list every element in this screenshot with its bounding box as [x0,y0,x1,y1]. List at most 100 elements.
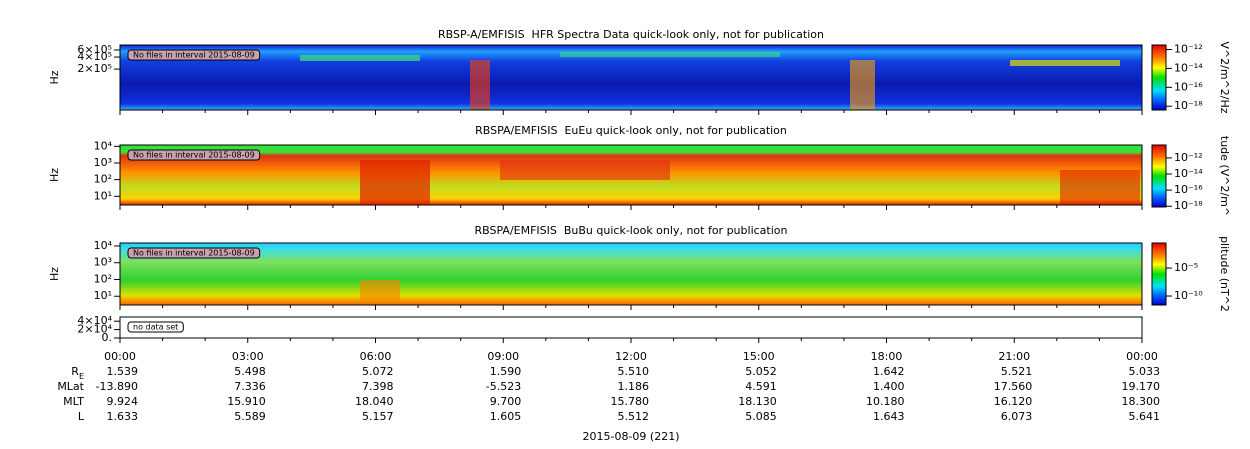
ephemeris-value: 5.072 [362,365,394,378]
ephemeris-value: 9.700 [490,395,522,408]
ephemeris-value: 5.498 [234,365,266,378]
colorbar-tick-label: 10⁻¹² [1174,43,1203,56]
spectrogram-feature [500,160,670,180]
spectrogram-images [120,45,1142,305]
ephemeris-value: 5.052 [745,365,777,378]
colorbar-tick-label: 10⁻¹⁰ [1174,289,1203,302]
ephemeris-value: 5.521 [1001,365,1033,378]
y-tick-label: 0. [102,331,113,344]
y-tick-label: 10³ [94,256,112,269]
ephemeris-label-text: R [71,365,79,378]
ephemeris-value: 5.512 [618,410,650,423]
colorbar-tick-label: 10⁻¹⁴ [1174,61,1203,74]
ephemeris-value: 1.605 [490,410,522,423]
y-tick-label: 4×10⁴ [77,314,112,327]
ephemeris-value: 5.033 [1129,365,1161,378]
panel-title: RBSPA/EMFISIS EuEu quick-look only, not … [475,124,787,137]
y-tick-label: 10¹ [94,189,112,202]
colorbar [1152,145,1166,207]
note: No files in interval 2015-08-09 [133,151,255,160]
colorbar-tick-label: 10⁻¹⁶ [1174,183,1203,196]
colorbar-tick-label: 10⁻¹⁸ [1174,199,1203,212]
ephemeris-value: 5.641 [1129,410,1161,423]
colorbar-tick-label: 10⁻¹⁴ [1174,167,1203,180]
spectrogram [120,243,1142,305]
ephemeris-value: 5.157 [362,410,394,423]
colorbar-tick-label: 10⁻¹⁶ [1174,80,1203,93]
ephemeris-value: 5.085 [745,410,777,423]
x-tick-label: 15:00 [743,350,775,363]
note-box [127,49,261,61]
ephemeris-label: MLT [63,395,84,408]
ephemeris-value: 18.040 [355,395,394,408]
panel-title: RBSP-A/EMFISIS HFR Spectra Data quick-lo… [438,28,824,41]
y-tick-label: 10¹ [94,289,112,302]
ephemeris-value: 19.170 [1122,380,1161,393]
colorbars [1152,45,1166,305]
ephemeris-label: RE [71,365,84,381]
ephemeris-value: 1.539 [107,365,139,378]
spectrogram-feature [1010,60,1120,66]
ephemeris-value: 9.924 [107,395,139,408]
y-axis-label: Hz [48,267,61,281]
colorbar-frame [1151,44,1167,111]
x-tick-label: 21:00 [998,350,1030,363]
colorbar [1152,243,1166,305]
ephemeris-label-subscript: E [79,372,84,381]
ephemeris-value: 15.780 [611,395,650,408]
y-tick-label: 2×10⁵ [77,62,112,75]
plot-frame [119,316,1143,339]
y-tick-label: 10² [94,173,112,186]
colorbar-label: tude (V^2/m^ [1218,136,1231,216]
ephemeris-value: 5.510 [618,365,650,378]
colorbar [1152,45,1166,110]
ephemeris-value: 18.130 [738,395,777,408]
colorbar-tick-label: 10⁻¹⁸ [1174,99,1203,112]
ephemeris-label-text: L [78,410,85,423]
ephemeris-value: 4.591 [745,380,777,393]
y-axis-label: Hz [48,168,61,182]
x-tick-label: 12:00 [615,350,647,363]
x-tick-label: 09:00 [487,350,519,363]
y-tick-label: 10⁴ [94,239,113,252]
spectrogram-feature [850,60,875,110]
y-axis-label: Hz [48,70,61,84]
ephemeris-value: 1.590 [490,365,522,378]
y-tick-label: 6×10⁵ [77,43,112,56]
panel-title: RBSPA/EMFISIS BuBu quick-look only, not … [475,224,788,237]
spectrogram-feature [1060,170,1140,205]
ephemeris-value: 1.400 [873,380,905,393]
ephemeris-value: 1.186 [618,380,650,393]
ephemeris-value: 10.180 [866,395,905,408]
date-label: 2015-08-09 (221) [582,430,679,443]
ephemeris-label-text: MLT [63,395,84,408]
colorbar-tick-label: 10⁻¹² [1174,151,1203,164]
note-box [127,247,261,259]
colorbar-label: plitude (nT^2 [1218,236,1231,312]
colorbar-frame [1151,242,1167,306]
note: No files in interval 2015-08-09 [133,51,255,60]
x-tick-label: 03:00 [232,350,264,363]
ephemeris-value: -13.890 [96,380,138,393]
ephemeris-value: 5.589 [234,410,266,423]
ephemeris-value: 1.642 [873,365,905,378]
y-tick-label: 10⁴ [94,139,113,152]
spectrogram-feature [360,280,400,300]
y-tick-label: 4×10⁵ [77,50,112,63]
colorbar-label: V^2/m^2/Hz [1218,41,1231,113]
spectrogram-feature [360,160,430,205]
y-tick-label: 10² [94,272,112,285]
note-box [127,321,184,333]
ephemeris-value: 15.910 [227,395,266,408]
y-tick-label: 10³ [94,156,112,169]
x-tick-label: 06:00 [360,350,392,363]
ephemeris-value: 18.300 [1122,395,1161,408]
spectrogram-feature [470,60,490,110]
note: No files in interval 2015-08-09 [133,249,255,258]
x-tick-label: 18:00 [871,350,903,363]
spectrogram-feature [560,52,780,57]
ephemeris-label: MLat [57,380,84,393]
ephemeris-value: 1.643 [873,410,905,423]
colorbar-frame [1151,144,1167,208]
